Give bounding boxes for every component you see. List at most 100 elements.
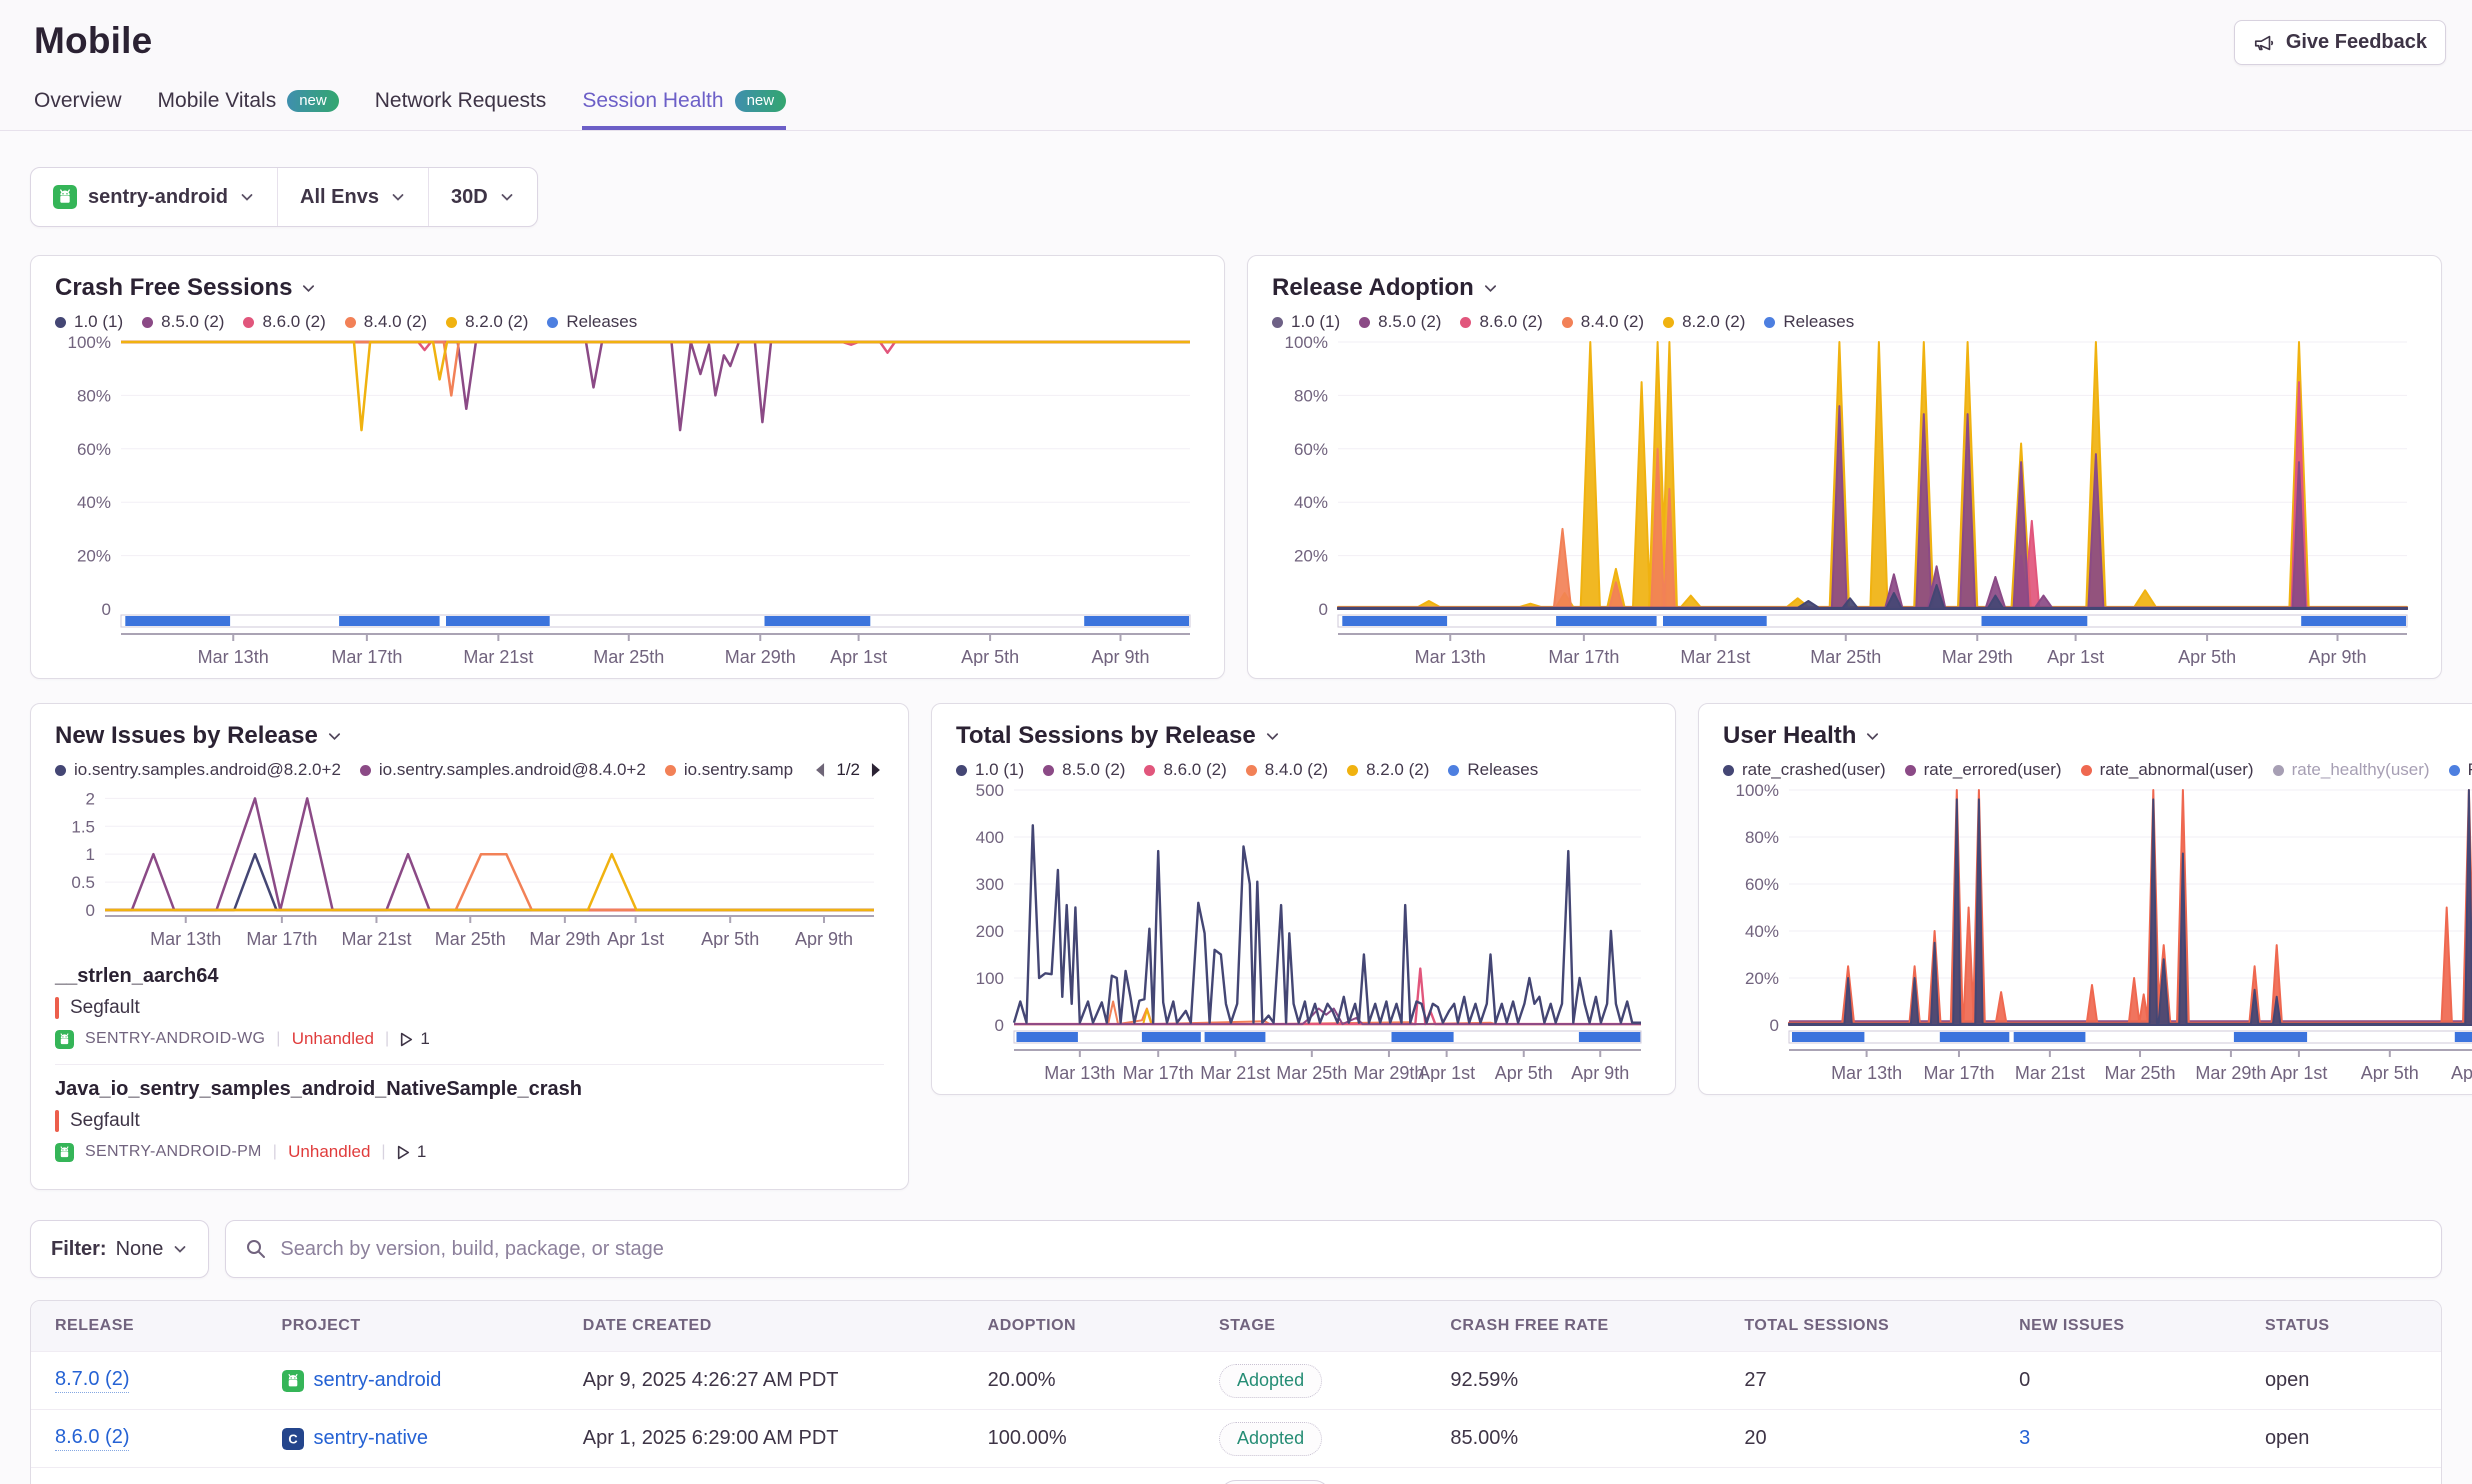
megaphone-icon — [2253, 32, 2275, 54]
crash-free-sessions-chart[interactable]: 0 20% 40% 60% 80% 100% Mar 13th Mar 17th Mar 21s… — [55, 333, 1200, 667]
legend-item[interactable]: 8.2.0 (2) — [446, 312, 528, 332]
new-issues-cell: 0 — [2019, 1369, 2031, 1391]
date-created-cell: Apr 9, 2025 4:26:27 AM PDT — [582, 1369, 839, 1391]
legend-item[interactable]: io.sentry.samples.android@8.2.0+2 — [55, 760, 341, 780]
svg-text:Mar 21st: Mar 21st — [1680, 647, 1750, 666]
legend-item[interactable]: 8.5.0 (2) — [142, 312, 224, 332]
date-range-selector[interactable]: 30D — [427, 168, 537, 226]
legend-dot — [1460, 316, 1472, 328]
legend-label: 1.0 (1) — [1291, 312, 1341, 331]
svg-text:20%: 20% — [1745, 969, 1779, 988]
svg-text:Mar 25th: Mar 25th — [1810, 647, 1881, 666]
pager-next-icon[interactable] — [869, 762, 884, 778]
panel-title[interactable]: Crash Free Sessions — [55, 274, 1200, 302]
legend-item[interactable]: Releases — [2448, 760, 2472, 780]
give-feedback-button[interactable]: Give Feedback — [2233, 20, 2446, 65]
column-header-crash-free-rate: CRASH FREE RATE — [1450, 1317, 1609, 1334]
total-sessions-chart[interactable]: 0 100 200 300 400 500 Mar 13th Mar 17th Mar 21st… — [956, 781, 1651, 1083]
svg-text:80%: 80% — [77, 386, 111, 405]
environment-selector[interactable]: All Envs — [277, 168, 428, 226]
svg-text:Mar 29th: Mar 29th — [725, 647, 796, 666]
legend-label: 8.4.0 (2) — [1580, 312, 1645, 331]
legend-item[interactable]: 1.0 (1) — [956, 760, 1024, 780]
issue-project-slug: SENTRY-ANDROID-WG — [85, 1030, 266, 1047]
chevron-down-icon — [1483, 281, 1498, 296]
legend-dot — [1448, 764, 1460, 776]
user-health-chart[interactable]: 0 20% 40% 60% 80% 100% Mar 13th Mar 17th Mar 21s… — [1723, 781, 2472, 1083]
legend-item[interactable]: 8.4.0 (2) — [1245, 760, 1328, 780]
svg-text:100%: 100% — [1285, 334, 1328, 352]
panel-title[interactable]: Total Sessions by Release — [956, 722, 1651, 750]
pager-prev-icon[interactable] — [812, 762, 827, 778]
legend-item[interactable]: 8.4.0 (2) — [1561, 312, 1645, 332]
adoption-cell: 20.00% — [987, 1369, 1056, 1391]
legend-item[interactable]: 8.6.0 (2) — [1144, 760, 1227, 780]
chevron-down-icon — [1865, 729, 1880, 744]
svg-text:20%: 20% — [1294, 547, 1328, 566]
legend-item[interactable]: 8.5.0 (2) — [1359, 312, 1441, 332]
new-issues-link[interactable]: 3 — [2019, 1427, 2031, 1449]
tab-overview[interactable]: Overview — [34, 89, 122, 130]
legend-dot — [956, 764, 967, 776]
issue-item[interactable]: Java_io_sentry_samples_android_NativeSam… — [55, 1064, 884, 1177]
tab-network-requests[interactable]: Network Requests — [375, 89, 547, 130]
legend-item[interactable]: io.sentry.samples.android@8.4.0+2 — [359, 760, 646, 780]
issue-title[interactable]: Java_io_sentry_samples_android_NativeSam… — [55, 1078, 582, 1100]
legend-dot — [2272, 764, 2284, 776]
svg-text:Mar 17th: Mar 17th — [1923, 1063, 1994, 1082]
legend-pager: 1/2 — [812, 760, 884, 780]
project-link[interactable]: sentry-native — [313, 1427, 429, 1449]
legend-dot — [142, 316, 154, 328]
issue-level-label: Segfault — [70, 1110, 140, 1131]
svg-text:Apr 5th: Apr 5th — [2178, 647, 2236, 666]
legend-item[interactable]: Releases — [1448, 760, 1538, 780]
chevron-down-icon — [499, 189, 515, 205]
project-cell: sentry-android — [258, 1369, 559, 1392]
legend-item[interactable]: 8.5.0 (2) — [1043, 760, 1125, 780]
legend-item[interactable]: rate_crashed(user) — [1723, 760, 1886, 780]
issue-title[interactable]: __strlen_aarch64 — [55, 965, 219, 987]
chevron-down-icon — [390, 189, 406, 205]
issue-item[interactable]: __strlen_aarch64 Segfault SENTRY-ANDROID-W… — [55, 952, 884, 1064]
legend-item[interactable]: 1.0 (1) — [1272, 312, 1340, 332]
column-header-adoption: ADOPTION — [987, 1317, 1077, 1334]
release-adoption-chart[interactable]: 0 20% 40% 60% 80% 100% Mar 13th Mar 17th Mar 21s… — [1272, 333, 2417, 667]
table-filter-button[interactable]: Filter: None — [30, 1220, 210, 1278]
panel-title[interactable]: New Issues by Release — [55, 722, 884, 750]
svg-text:Mar 13th: Mar 13th — [198, 647, 269, 666]
tabs: Overview Mobile Vitals new Network Requests… — [34, 89, 2446, 130]
legend-item[interactable]: 8.6.0 (2) — [243, 312, 326, 332]
search-input[interactable] — [280, 1237, 2422, 1261]
legend-item[interactable]: 8.4.0 (2) — [344, 312, 427, 332]
legend-item[interactable]: 1.0 (1) — [55, 312, 123, 332]
legend-item[interactable]: rate_errored(user) — [1904, 760, 2062, 780]
tab-mobile-vitals[interactable]: Mobile Vitals new — [158, 89, 339, 130]
legend-dot — [2080, 764, 2092, 776]
project-link[interactable]: sentry-android — [313, 1369, 442, 1391]
legend-label: 8.5.0 (2) — [1378, 312, 1442, 331]
release-link[interactable]: 8.6.0 (2) — [55, 1426, 130, 1451]
legend-item[interactable]: rate_abnormal(user) — [2080, 760, 2254, 780]
legend-item[interactable]: rate_healthy(user) — [2272, 760, 2430, 780]
release-link[interactable]: 8.7.0 (2) — [55, 1368, 130, 1393]
legend-item[interactable]: io.sentry.samp — [664, 760, 793, 780]
panel-title[interactable]: Release Adoption — [1272, 274, 2417, 302]
column-header-project: PROJECT — [281, 1317, 361, 1334]
svg-text:Apr 1st: Apr 1st — [830, 647, 887, 666]
legend-item[interactable]: Releases — [547, 312, 637, 332]
environment-selector-value: All Envs — [300, 185, 379, 208]
crash-free-sessions-panel: Crash Free Sessions 1.0 (1) 8.5.0 (2) 8.6.… — [30, 255, 1225, 679]
panel-title[interactable]: User Health — [1723, 722, 2472, 750]
project-selector[interactable]: sentry-android — [31, 168, 277, 226]
legend-item[interactable]: Releases — [1764, 312, 1854, 332]
chart-canvas: 0 20% 40% 60% 80% 100% Mar 13th Mar 17th Mar 21s… — [1736, 781, 2472, 1083]
new-issues-chart[interactable]: 0 0.5 1 1.5 2 Mar 13th Mar 17th Mar 21st Mar 25t… — [55, 782, 884, 949]
play-icon — [401, 1032, 413, 1046]
legend-item[interactable]: 8.2.0 (2) — [1347, 760, 1429, 780]
legend-item[interactable]: 8.6.0 (2) — [1460, 312, 1543, 332]
legend-dot — [243, 316, 255, 328]
chart-legend: 1.0 (1) 8.5.0 (2) 8.6.0 (2) 8.4.0 (2) 8.2.0 … — [956, 760, 1651, 780]
tab-session-health[interactable]: Session Health new — [582, 89, 787, 130]
legend-item[interactable]: 8.2.0 (2) — [1663, 312, 1745, 332]
